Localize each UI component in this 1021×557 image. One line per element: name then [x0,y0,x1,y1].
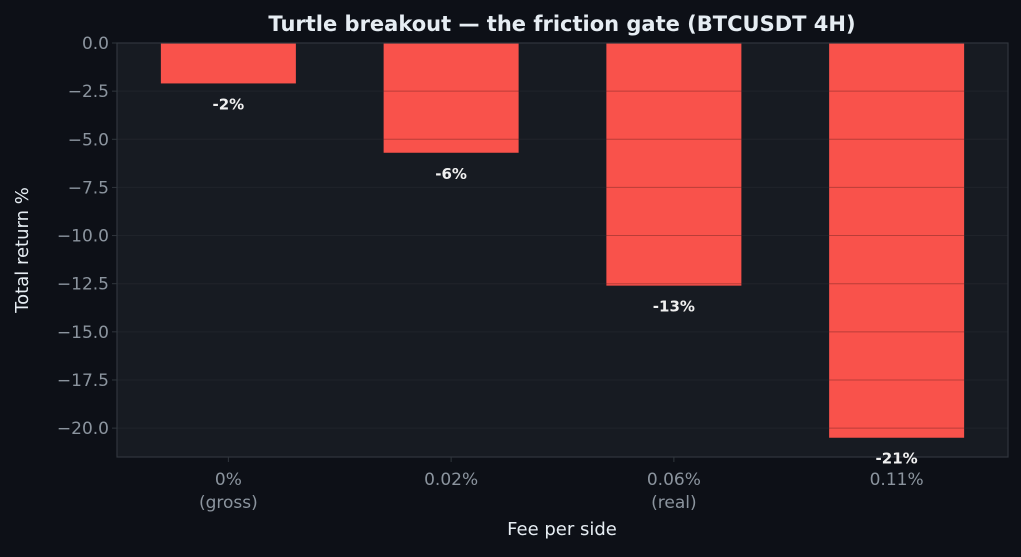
y-axis-label: Total return % [12,187,33,314]
x-tick-label: 0% (gross) [199,470,258,513]
x-tick-label: 0.06% (real) [647,470,701,513]
y-tick-label: −10.0 [57,227,109,247]
data-label: -2% [213,95,245,113]
y-tick-label: −20.0 [57,419,109,439]
data-label: -6% [435,165,467,183]
y-tick-label: −17.5 [57,371,109,391]
x-axis-label: Fee per side [507,519,617,540]
x-tick-label: 0.02% [424,470,478,490]
bar [383,43,519,153]
y-tick-label: −2.5 [68,82,109,102]
y-tick-label: −7.5 [68,178,109,198]
data-label: -13% [653,298,695,316]
bar [829,43,965,438]
y-tick-label: −12.5 [57,275,109,295]
y-tick-label: 0.0 [82,34,109,54]
plot-frame [116,42,1009,458]
y-tick-labels: 0.0 −2.5 −5.0 −7.5 −10.0 −12.5 −15.0 −17.5 −20.0 [57,34,117,439]
bar [606,43,742,286]
y-tick-label: −15.0 [57,323,109,343]
x-tick-label: 0.11% [870,470,924,490]
data-labels: -2% -6% -13% -21% [213,95,918,467]
data-label: -21% [876,450,918,468]
bars [160,43,965,438]
chart-title: Turtle breakout — the friction gate (BTC… [268,12,855,36]
y-tick-label: −5.0 [68,130,109,150]
x-tick-labels: 0% (gross) 0.02% 0.06% (real) 0.11% [199,457,924,513]
bar [160,43,296,84]
